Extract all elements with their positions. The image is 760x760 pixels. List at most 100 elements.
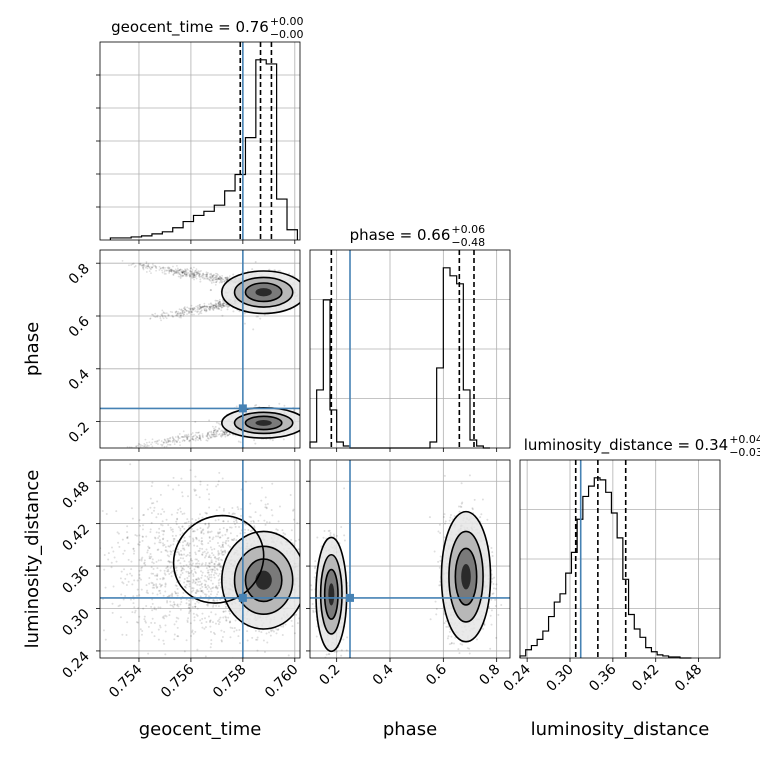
sample-point [216, 563, 219, 566]
sample-point [228, 433, 231, 436]
sample-point [218, 304, 220, 307]
sample-point [222, 302, 224, 305]
sample-point [162, 639, 165, 642]
sample-point [214, 556, 217, 559]
sample-point [218, 552, 221, 555]
sample-point [183, 273, 186, 276]
sample-point [146, 549, 149, 552]
sample-point [188, 603, 191, 606]
sample-point [158, 539, 161, 542]
sample-point [257, 519, 260, 522]
sample-point [184, 308, 186, 311]
sample-point [151, 266, 153, 269]
sample-point [199, 280, 202, 283]
sample-point [303, 571, 305, 573]
sample-point [193, 616, 196, 619]
sample-point [214, 305, 217, 307]
sample-point [199, 307, 201, 310]
sample-point [217, 307, 220, 310]
sample-point [149, 317, 152, 320]
sample-point [183, 313, 185, 316]
sample-point [142, 607, 145, 610]
sample-point [160, 319, 162, 322]
sample-point [218, 621, 221, 624]
sample-point [141, 629, 144, 632]
sample-point [206, 273, 208, 276]
sample-point [308, 550, 310, 552]
title-upper-error: +0.00 [270, 15, 304, 28]
sample-point [190, 590, 193, 593]
sample-point [209, 568, 212, 571]
sample-point [275, 628, 278, 631]
panel-title-geocent_time: geocent_time = 0.76 [111, 18, 269, 37]
sample-point [306, 585, 308, 587]
sample-point [232, 539, 235, 542]
sample-point [178, 441, 181, 444]
sample-point [177, 436, 180, 438]
sample-point [167, 560, 170, 563]
sample-point [233, 512, 236, 515]
sample-point [151, 617, 154, 620]
sample-point [191, 562, 194, 565]
sample-point [215, 567, 218, 570]
sample-point [141, 264, 143, 267]
sample-point [188, 274, 191, 277]
sample-point [197, 313, 200, 316]
sample-point [201, 275, 204, 278]
sample-point [155, 267, 158, 270]
sample-point [198, 272, 201, 275]
sample-point [144, 449, 146, 451]
sample-point [208, 565, 211, 568]
sample-point [150, 272, 152, 275]
sample-point [180, 314, 183, 317]
sample-point [138, 577, 141, 580]
sample-point [162, 267, 165, 270]
sample-point [224, 276, 227, 279]
sample-point [195, 277, 198, 280]
sample-point [200, 309, 203, 312]
sample-point [179, 549, 182, 552]
sample-point [203, 277, 206, 280]
sample-point [183, 650, 186, 653]
sample-point [209, 646, 212, 649]
sample-point [189, 439, 191, 442]
sample-point [201, 553, 204, 556]
sample-point [145, 271, 148, 273]
sample-point [182, 271, 185, 273]
sample-point [214, 274, 217, 277]
sample-point [188, 311, 190, 314]
sample-point [219, 430, 222, 433]
sample-point [174, 271, 177, 274]
sample-point [157, 537, 160, 540]
sample-point [188, 274, 191, 277]
sample-point [228, 433, 231, 436]
sample-point [197, 272, 200, 275]
sample-point [211, 275, 214, 278]
sample-point [207, 590, 210, 593]
sample-point [194, 605, 197, 608]
sample-point [175, 314, 178, 317]
sample-point [159, 317, 162, 320]
sample-point [266, 502, 269, 505]
sample-point [204, 523, 207, 526]
sample-point [168, 594, 171, 597]
sample-point [211, 307, 214, 310]
sample-point [167, 560, 170, 563]
sample-point [107, 558, 110, 561]
sample-point [133, 266, 136, 268]
sample-point [175, 550, 178, 553]
sample-point [213, 633, 216, 636]
sample-point [197, 439, 199, 441]
sample-point [191, 273, 194, 276]
sample-point [187, 271, 190, 274]
sample-point [212, 431, 215, 434]
sample-point [181, 271, 184, 274]
sample-point [223, 430, 226, 433]
sample-point [179, 268, 182, 271]
sample-point [210, 430, 213, 433]
sample-point [186, 620, 189, 623]
sample-point [176, 592, 179, 595]
sample-point [176, 264, 178, 267]
sample-point [123, 568, 126, 571]
sample-point [166, 438, 169, 440]
